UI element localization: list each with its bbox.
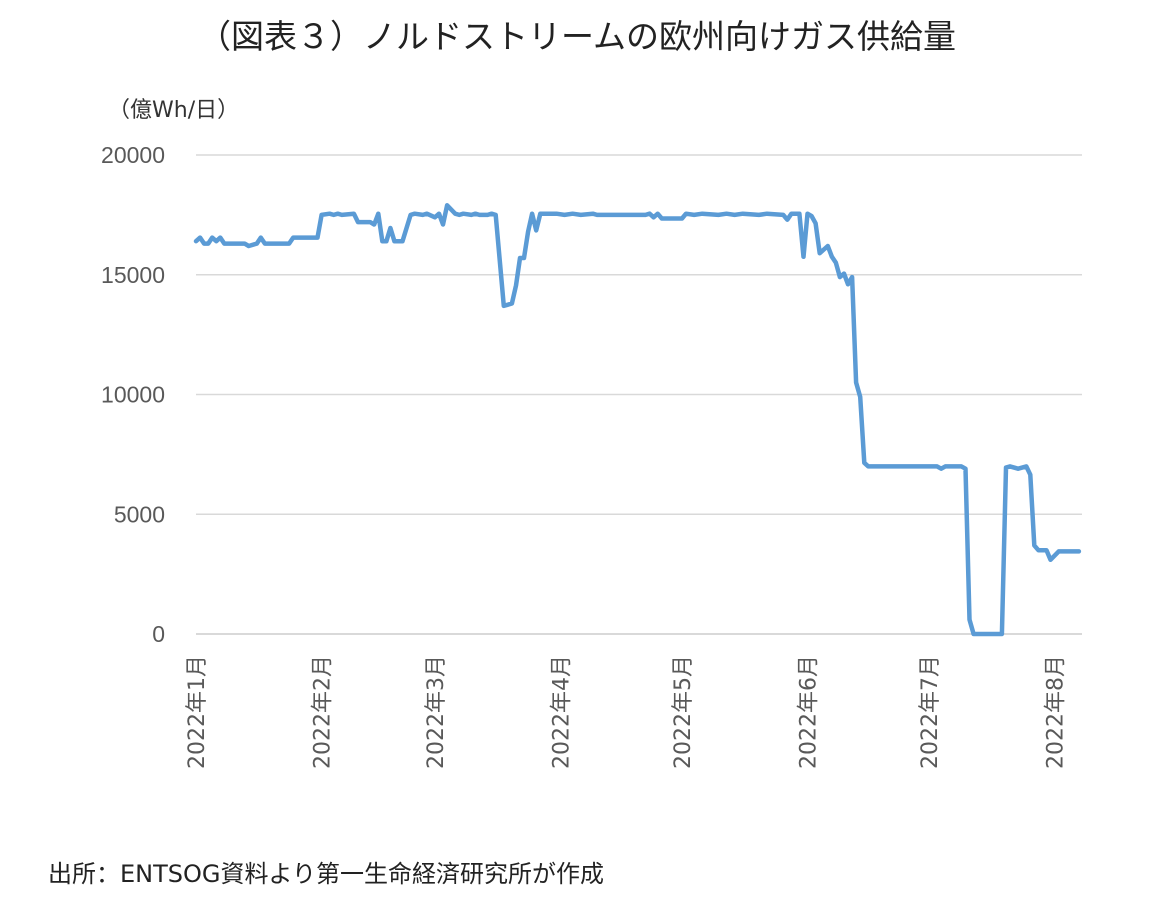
y-tick-label: 15000 (101, 262, 165, 288)
y-tick-label: 0 (152, 621, 165, 647)
source-note: 出所：ENTSOG資料より第一生命経済研究所が作成 (48, 860, 604, 888)
x-tick-label: 2022年1月 (185, 655, 210, 769)
x-tick-label: 2022年4月 (550, 655, 575, 769)
y-axis-ticks: 20000 15000 10000 5000 0 (101, 142, 165, 647)
y-tick-label: 5000 (114, 501, 165, 527)
x-tick-label: 2022年7月 (918, 655, 943, 769)
x-tick-label: 2022年2月 (311, 655, 336, 769)
gridlines (196, 154, 1082, 635)
x-tick-label: 2022年3月 (424, 655, 449, 769)
series-line (193, 203, 1082, 637)
y-axis-unit-label: （億Wh/日） (108, 98, 239, 123)
x-tick-label: 2022年5月 (671, 655, 696, 769)
chart-title: （図表３）ノルドストリームの欧州向けガス供給量 (198, 17, 956, 56)
y-tick-label: 10000 (101, 382, 165, 408)
x-tick-label: 2022年8月 (1044, 655, 1069, 769)
x-tick-label: 2022年6月 (797, 655, 822, 769)
x-axis-ticks: 2022年1月 2022年2月 2022年3月 2022年4月 2022年5月 2022年… (185, 655, 1069, 769)
y-tick-label: 20000 (101, 142, 165, 168)
